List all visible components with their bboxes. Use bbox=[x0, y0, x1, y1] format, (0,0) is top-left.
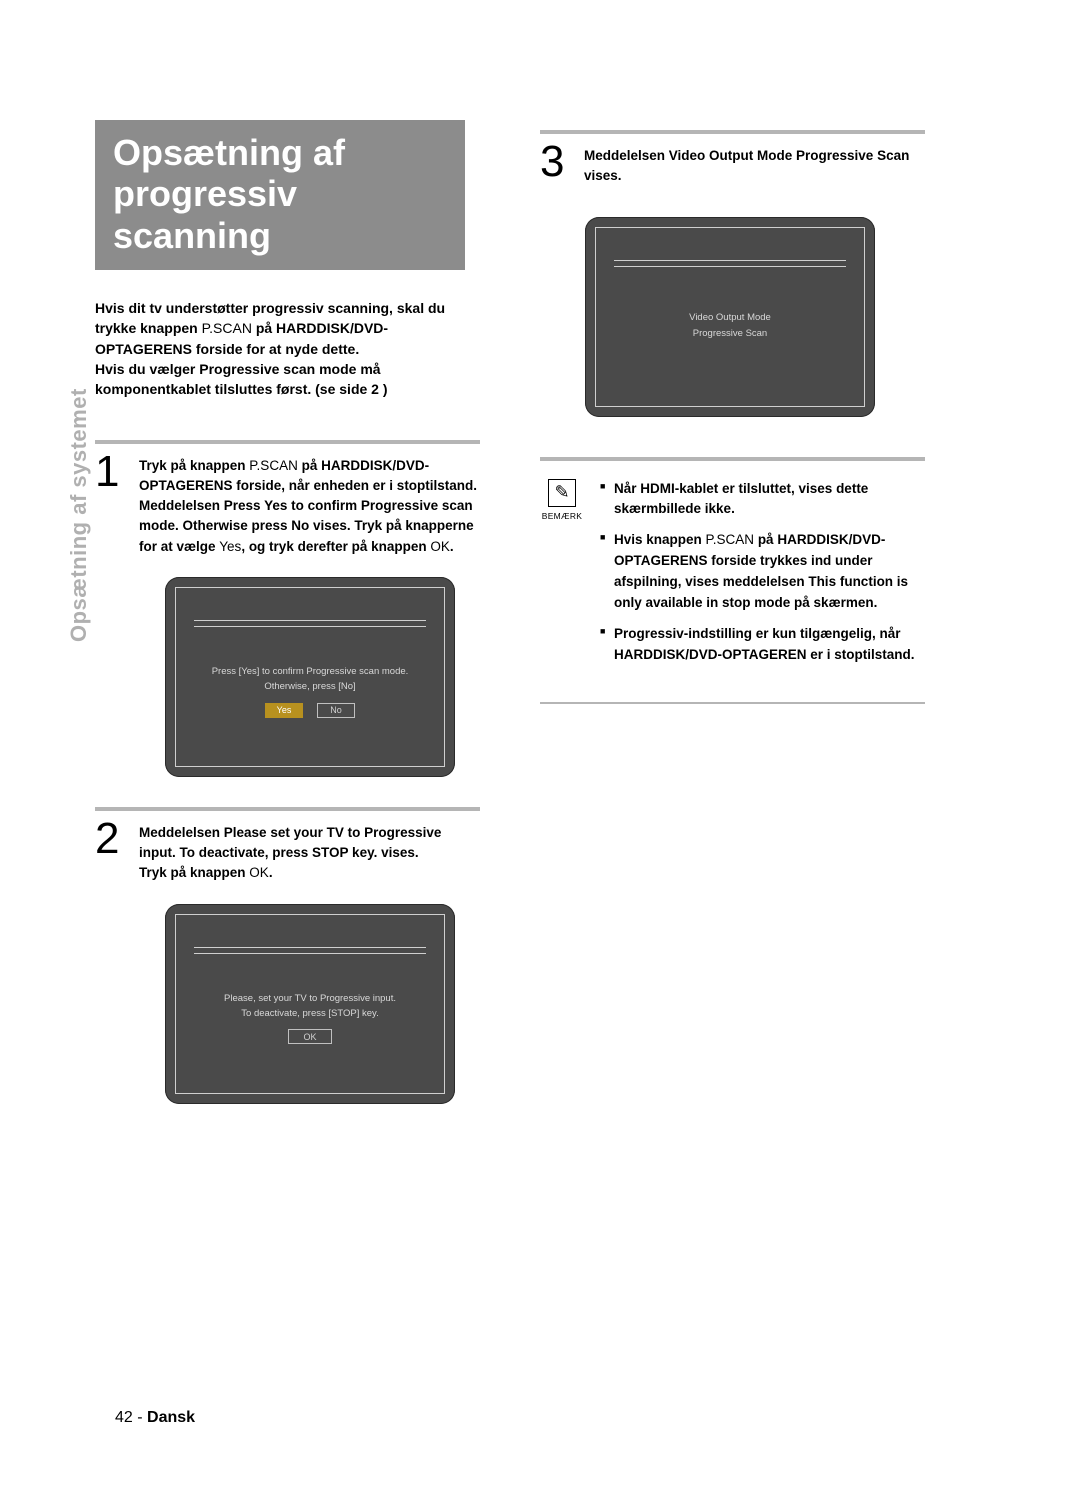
intro-text3: Hvis du vælger Progressive scan mode må … bbox=[95, 361, 388, 397]
page-content: Opsætning af progressiv scanning Hvis di… bbox=[95, 120, 985, 1134]
step-number: 1 bbox=[95, 454, 139, 489]
divider bbox=[540, 702, 925, 704]
tv-bar bbox=[194, 947, 426, 954]
step-3: 3 Meddelelsen Video Output Mode Progress… bbox=[540, 142, 925, 187]
t: P.SCAN bbox=[706, 532, 755, 547]
tv-inner: Press [Yes] to confirm Progressive scan … bbox=[175, 587, 445, 767]
t: OK bbox=[430, 539, 450, 554]
tv-inner: Please, set your TV to Progressive input… bbox=[175, 914, 445, 1094]
step-text: Tryk på knappen P.SCAN på HARDDISK/DVD-O… bbox=[139, 452, 480, 557]
step-number: 2 bbox=[95, 821, 139, 856]
note-bullet-3: Progressiv-indstilling er kun tilgængeli… bbox=[600, 624, 925, 666]
divider bbox=[540, 457, 925, 461]
note-text: Når HDMI-kablet er tilsluttet, vises det… bbox=[600, 479, 925, 676]
t: Tryk på knappen bbox=[139, 865, 249, 880]
note-block: ✎ BEMÆRK Når HDMI-kablet er tilsluttet, … bbox=[540, 479, 925, 676]
left-column: Opsætning af progressiv scanning Hvis di… bbox=[95, 120, 480, 1134]
page-language: Dansk bbox=[147, 1409, 195, 1426]
intro-paragraph: Hvis dit tv understøtter progressiv scan… bbox=[95, 298, 480, 399]
tv-line: Press [Yes] to confirm Progressive scan … bbox=[212, 666, 409, 677]
tv-buttons: OK bbox=[288, 1029, 332, 1044]
intro-pscan: P.SCAN bbox=[202, 320, 252, 336]
tv-line: To deactivate, press [STOP] key. bbox=[241, 1008, 378, 1019]
note-bullet-2: Hvis knappen P.SCAN på HARDDISK/DVD-OPTA… bbox=[600, 530, 925, 614]
divider bbox=[540, 130, 925, 134]
t: . bbox=[269, 865, 273, 880]
tv-ok-button: OK bbox=[288, 1029, 332, 1044]
tv-message: Video Output Mode Progressive Scan bbox=[689, 310, 771, 340]
tv-inner: Video Output Mode Progressive Scan bbox=[595, 227, 865, 407]
tv-message: Press [Yes] to confirm Progressive scan … bbox=[212, 664, 409, 694]
tv-line: Progressive Scan bbox=[693, 328, 767, 339]
divider bbox=[95, 440, 480, 444]
note-icon-column: ✎ BEMÆRK bbox=[540, 479, 584, 676]
tv-screen-1: Press [Yes] to confirm Progressive scan … bbox=[165, 577, 455, 777]
step-text: Meddelelsen Video Output Mode Progressiv… bbox=[584, 142, 925, 187]
t: Tryk på knappen bbox=[139, 458, 249, 473]
t: , og tryk derefter på knappen bbox=[241, 539, 430, 554]
tv-yes-button: Yes bbox=[265, 703, 303, 718]
note-label: BEMÆRK bbox=[540, 511, 584, 521]
tv-bar bbox=[194, 620, 426, 627]
tv-line: Otherwise, press [No] bbox=[264, 681, 355, 692]
step-1: 1 Tryk på knappen P.SCAN på HARDDISK/DVD… bbox=[95, 452, 480, 557]
tv-bar bbox=[614, 260, 846, 267]
right-column: 3 Meddelelsen Video Output Mode Progress… bbox=[540, 120, 925, 1134]
title-text: Opsætning af progressiv scanning bbox=[113, 132, 447, 256]
section-title: Opsætning af progressiv scanning bbox=[95, 120, 465, 270]
step-text: Meddelelsen Please set your TV to Progre… bbox=[139, 819, 480, 884]
tv-buttons: Yes No bbox=[265, 703, 355, 718]
t: OK bbox=[249, 865, 269, 880]
t: P.SCAN bbox=[249, 458, 298, 473]
page-footer: 42 - Dansk bbox=[115, 1409, 195, 1427]
t: Meddelelsen Please set your TV to Progre… bbox=[139, 825, 441, 860]
tv-no-button: No bbox=[317, 703, 355, 718]
step-2: 2 Meddelelsen Please set your TV to Prog… bbox=[95, 819, 480, 884]
tv-line: Please, set your TV to Progressive input… bbox=[224, 993, 396, 1004]
divider bbox=[95, 807, 480, 811]
note-bullet-1: Når HDMI-kablet er tilsluttet, vises det… bbox=[600, 479, 925, 521]
side-tab-label: Opsætning af systemet bbox=[64, 388, 94, 648]
note-icon: ✎ bbox=[548, 479, 576, 507]
tv-message: Please, set your TV to Progressive input… bbox=[224, 991, 396, 1021]
step-number: 3 bbox=[540, 144, 584, 179]
tv-screen-2: Please, set your TV to Progressive input… bbox=[165, 904, 455, 1104]
t: Hvis knappen bbox=[614, 532, 706, 547]
page-number: 42 - bbox=[115, 1409, 147, 1426]
t: . bbox=[450, 539, 454, 554]
t: Yes bbox=[219, 539, 241, 554]
tv-line: Video Output Mode bbox=[689, 312, 771, 323]
t: Meddelelsen Video Output Mode Progressiv… bbox=[584, 148, 909, 183]
tv-screen-3: Video Output Mode Progressive Scan bbox=[585, 217, 875, 417]
